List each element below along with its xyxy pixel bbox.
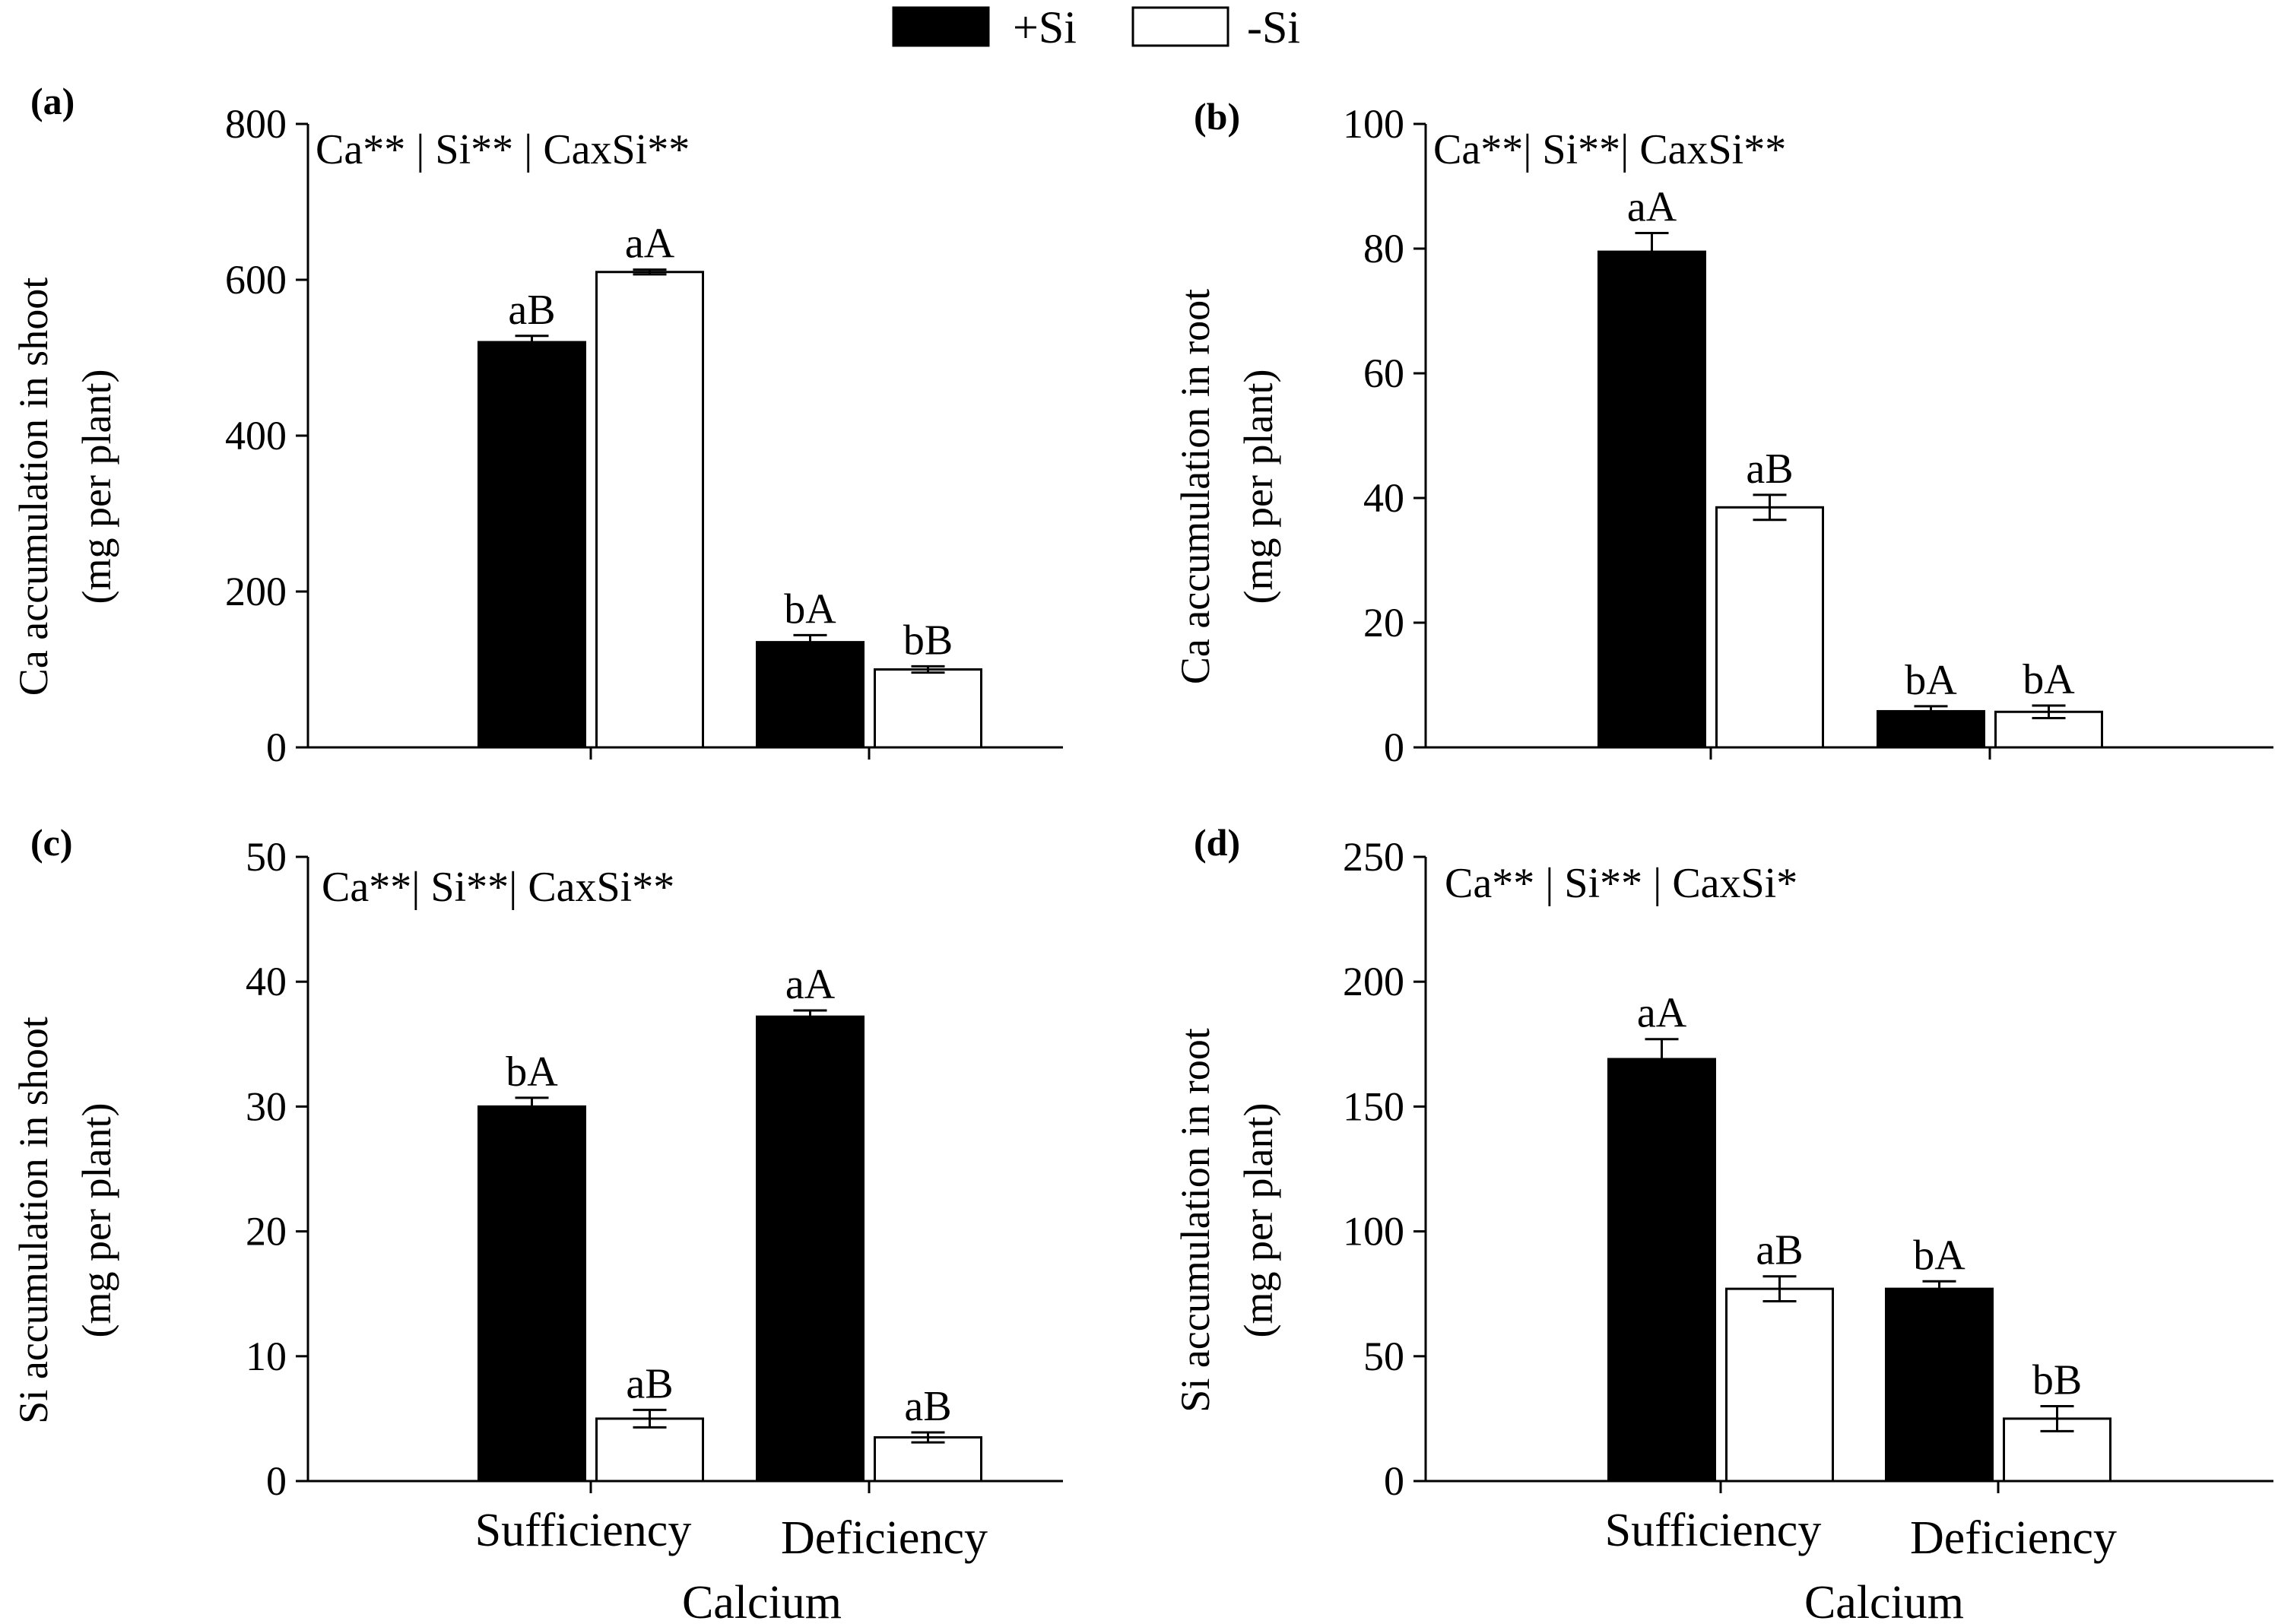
y-tick-label: 20 — [246, 1209, 287, 1254]
stats-annotation: Ca** | Si** | CaxSi** — [316, 126, 690, 173]
y-tick-label: 40 — [1363, 475, 1404, 521]
y-tick-label: 100 — [1343, 1209, 1404, 1254]
significance-label: aA — [1627, 184, 1677, 231]
y-tick-label: 20 — [1363, 600, 1404, 645]
y-tick-label: 200 — [1343, 959, 1404, 1004]
significance-label: bA — [2023, 656, 2075, 703]
significance-label: aA — [785, 961, 836, 1008]
panel-tag: (c) — [30, 821, 73, 864]
y-tick-label: 0 — [1384, 1458, 1404, 1504]
bar-plus-si — [477, 341, 586, 749]
panel-d: (d) Ca** | Si** | CaxSi* Si accumulation… — [1172, 821, 2273, 1624]
significance-label: aA — [1637, 990, 1687, 1037]
stats-annotation: Ca** | Si** | CaxSi* — [1445, 860, 1797, 907]
y-tick-label: 150 — [1343, 1083, 1404, 1129]
significance-label: aB — [508, 287, 555, 334]
category-label: Sufficiency — [1605, 1505, 1822, 1556]
bar-minus-si — [595, 271, 704, 749]
bar-minus-si — [1725, 1287, 1834, 1483]
bar-minus-si — [1715, 506, 1824, 749]
panel-tag: (b) — [1194, 95, 1240, 138]
plot-area: 0 200 400 600 800 aB aA bA bB — [225, 101, 1063, 770]
bar-plus-si — [1607, 1058, 1716, 1483]
y-tick-label: 100 — [1343, 101, 1404, 147]
bar-plus-si — [1885, 1287, 1994, 1483]
y-tick-label: 200 — [225, 569, 287, 614]
x-axis-title: Calcium — [1804, 1577, 1964, 1624]
panel-c: (c) Ca**| Si**| CaxSi** Si accumulation … — [11, 821, 1063, 1624]
panel-tag: (d) — [1194, 821, 1240, 864]
y-tick-label: 10 — [246, 1334, 287, 1379]
y-tick-label: 50 — [1363, 1334, 1404, 1379]
y-tick-label: 60 — [1363, 350, 1404, 396]
legend-label-minus-si: -Si — [1247, 2, 1300, 52]
y-tick-label: 0 — [266, 1458, 287, 1504]
significance-label: bB — [903, 617, 953, 664]
y-axis-label: Si accumulation in shoot — [11, 1017, 56, 1423]
legend-swatch-plus-si — [892, 6, 990, 47]
y-tick-label: 30 — [246, 1083, 287, 1129]
bar-plus-si — [477, 1105, 586, 1483]
y-tick-label: 40 — [246, 959, 287, 1004]
category-label: Sufficiency — [475, 1505, 692, 1556]
y-tick-label: 250 — [1343, 834, 1404, 880]
bar-plus-si — [1597, 250, 1706, 749]
category-label: Deficiency — [781, 1512, 988, 1564]
significance-label: aB — [1756, 1227, 1803, 1274]
y-tick-label: 0 — [266, 725, 287, 770]
significance-label: aB — [626, 1360, 673, 1407]
legend: +Si -Si — [892, 2, 1300, 52]
panel-b: (b) Ca**| Si**| CaxSi** Ca accumulation … — [1172, 95, 2273, 770]
legend-swatch-minus-si — [1131, 6, 1229, 47]
y-tick-label: 400 — [225, 413, 287, 458]
y-axis-label: Ca accumulation in root — [1172, 289, 1218, 684]
bar-plus-si — [756, 641, 865, 749]
y-tick-label: 800 — [225, 101, 287, 147]
significance-label: bA — [1905, 657, 1957, 704]
y-axis-unit: (mg per plant) — [74, 370, 119, 604]
significance-label: bA — [506, 1048, 558, 1096]
y-tick-label: 50 — [246, 834, 287, 880]
significance-label: bA — [784, 585, 836, 633]
stats-annotation: Ca**| Si**| CaxSi** — [322, 864, 674, 911]
significance-label: bA — [1913, 1232, 1965, 1279]
y-axis-unit: (mg per plant) — [1236, 370, 1281, 604]
significance-label: aA — [625, 220, 675, 268]
panel-a: (a) Ca** | Si** | CaxSi** Ca accumulatio… — [11, 80, 1063, 770]
significance-label: aB — [904, 1383, 951, 1430]
y-axis-unit: (mg per plant) — [1236, 1103, 1281, 1338]
panel-tag: (a) — [30, 80, 75, 122]
y-axis-unit: (mg per plant) — [74, 1103, 119, 1338]
bar-minus-si — [874, 668, 982, 749]
significance-label: bB — [2032, 1356, 2082, 1404]
legend-label-plus-si: +Si — [1013, 2, 1077, 52]
significance-label: aB — [1746, 446, 1793, 493]
plot-area: 0 10 20 30 40 50 bA aB Sufficiency aA aB Deficiency — [246, 834, 1063, 1564]
y-axis-label: Ca accumulation in shoot — [11, 278, 56, 696]
category-label: Deficiency — [1910, 1512, 2117, 1564]
bar-plus-si — [756, 1015, 865, 1483]
y-tick-label: 80 — [1363, 226, 1404, 271]
bar-minus-si — [874, 1436, 982, 1483]
bar-minus-si — [595, 1417, 704, 1483]
y-axis-label: Si accumulation in root — [1172, 1028, 1218, 1412]
plot-area: 0 20 40 60 80 100 aA aB bA bA — [1343, 101, 2273, 770]
x-axis-title: Calcium — [682, 1577, 842, 1624]
y-tick-label: 600 — [225, 257, 287, 303]
y-tick-label: 0 — [1384, 725, 1404, 770]
plot-area: 0 50 100 150 200 250 aA aB Sufficiency bA bB Defici… — [1343, 834, 2273, 1564]
stats-annotation: Ca**| Si**| CaxSi** — [1433, 126, 1786, 173]
